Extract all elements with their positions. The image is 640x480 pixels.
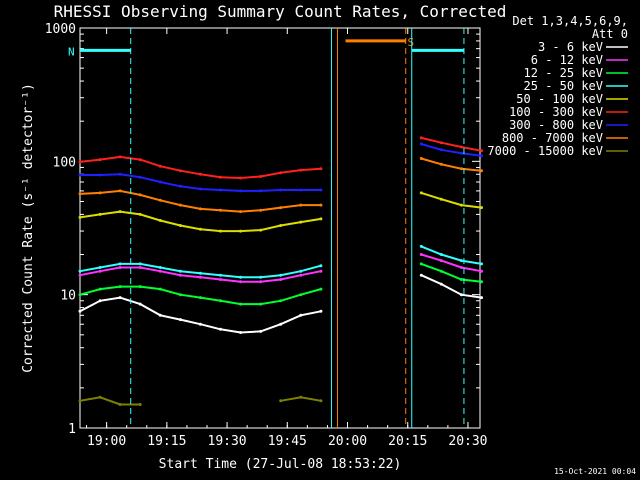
series-line [80,173,321,192]
y-ticks: 1 10 100 1000 [45,22,480,437]
series-1 [78,253,483,284]
legend-label: 100 - 300 keV [509,105,603,119]
series-3 [78,244,483,279]
y-tick-label: 1 [68,422,76,437]
series-line [280,396,322,402]
series-line [421,157,482,172]
timestamp: 15-Oct-2021 00:04 [554,467,636,476]
series-line [79,285,322,306]
legend-label: 25 - 50 keV [524,79,603,93]
series-line [79,296,322,334]
legend-label: 3 - 6 keV [538,40,603,54]
series-layer [78,136,483,406]
series-line [421,143,482,157]
flag-label: S [408,36,415,49]
legend-label: 50 - 100 keV [516,92,603,106]
x-tick-label: 19:15 [147,434,186,449]
legend-label: 7000 - 15000 keV [487,144,603,158]
x-tick-label: 19:00 [87,434,126,449]
y-tick-label: 1000 [45,22,76,37]
marker-layer: NS [68,28,465,428]
series-4 [78,191,483,233]
plot-area [79,27,481,429]
series-8 [78,395,323,406]
series-line [79,155,321,180]
legend-header-line-2: Att 0 [592,27,628,41]
series-line [420,191,482,209]
x-ticks: 19:00 19:15 19:30 19:45 20:00 20:15 20:30 [86,28,488,449]
x-tick-label: 19:30 [208,434,247,449]
series-line [79,189,321,213]
legend-label: 300 - 800 keV [509,118,603,132]
series-line [420,274,482,299]
series-5 [78,136,483,180]
y-tick-label: 100 [53,155,76,170]
legend-label: 6 - 12 keV [531,53,603,67]
x-tick-label: 20:00 [328,434,367,449]
chart-title: RHESSI Observing Summary Count Rates, Co… [54,2,507,21]
series-line [79,266,322,283]
series-7 [78,157,483,214]
y-tick-label: 10 [60,289,76,304]
series-line [420,245,482,265]
y-axis-label: Corrected Count Rate (s⁻¹ detector⁻¹) [21,83,36,373]
series-0 [78,273,483,334]
x-tick-label: 20:30 [448,434,487,449]
x-axis-label: Start Time (27-Jul-08 18:53:22) [159,457,402,472]
x-tick-label: 19:45 [268,434,307,449]
series-line [79,262,322,279]
series-2 [78,262,483,306]
flag-label: N [68,45,75,58]
series-line [421,136,482,152]
legend-label: 800 - 7000 keV [502,131,603,145]
x-tick-label: 20:15 [388,434,427,449]
series-6 [78,142,483,193]
series-line [79,396,141,406]
series-line [420,262,482,283]
legend-header-line-1: Det 1,3,4,5,6,9, [512,14,628,28]
legend-label: 12 - 25 keV [524,66,603,80]
series-line [421,253,482,273]
series-line [79,210,322,233]
